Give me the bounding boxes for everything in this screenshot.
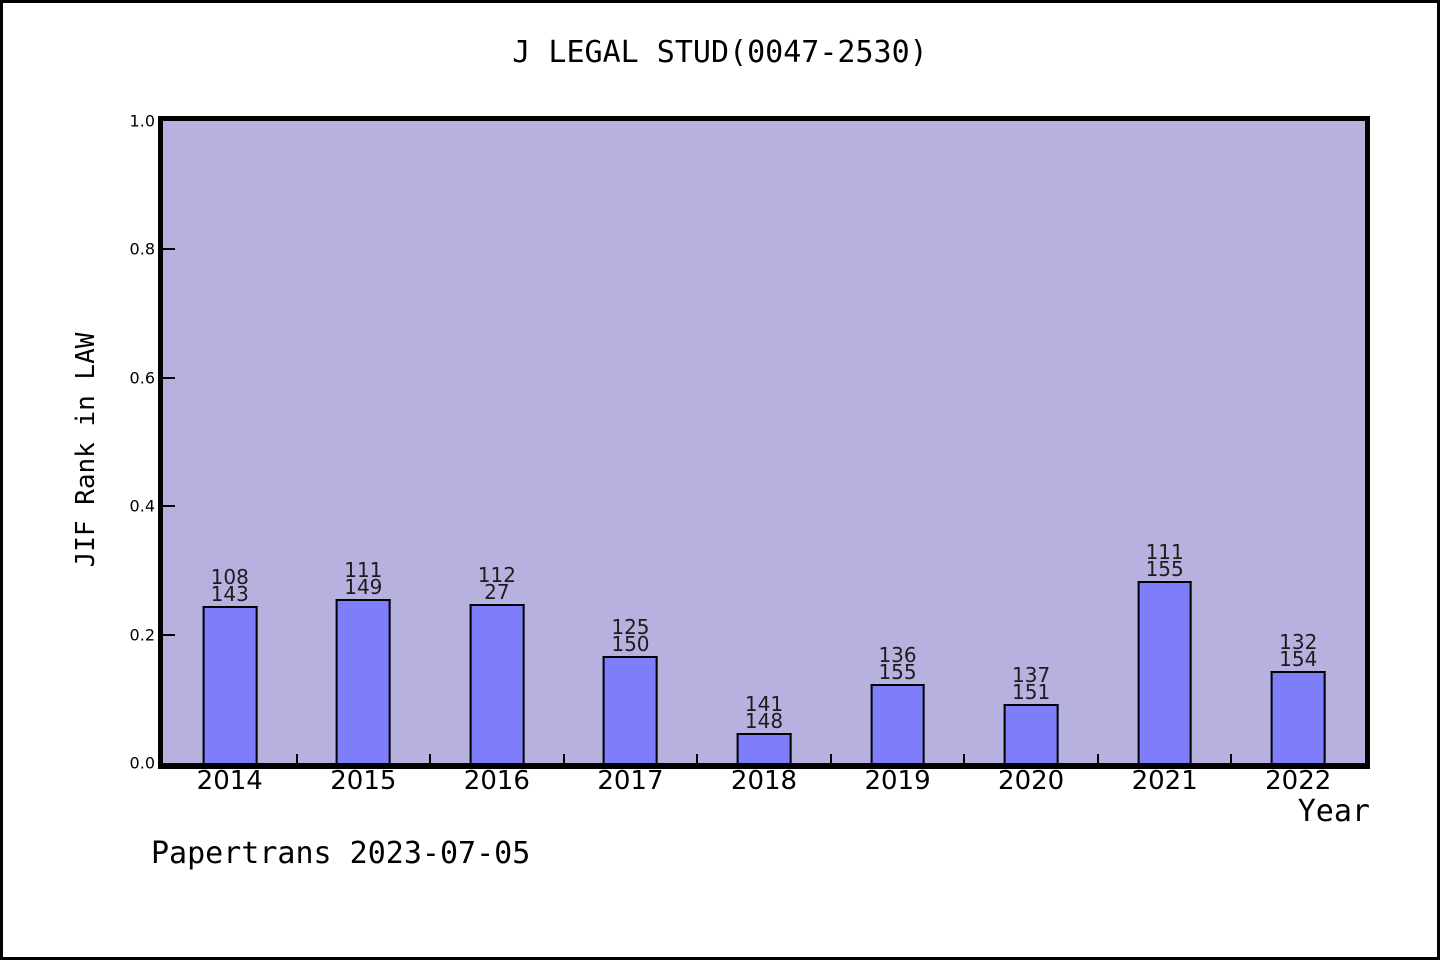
bar xyxy=(335,599,391,763)
bar-value-line: 151 xyxy=(1012,679,1051,704)
x-tick-label: 2016 xyxy=(463,766,530,796)
x-tick-label: 2018 xyxy=(730,766,798,796)
bar-value-label: 111 149 xyxy=(344,558,383,600)
bar-value-line: 150 xyxy=(611,631,650,656)
x-tick-mark xyxy=(963,754,966,763)
bar-value-line: 112 xyxy=(477,562,516,587)
plot-area: 108 143 111 149 112 27 125 150 141 148 136 155 137 15… xyxy=(158,116,1370,769)
bar-value-line: 136 xyxy=(878,643,917,668)
bar-value-line: 155 xyxy=(878,660,917,685)
bar-value-label: 111 155 xyxy=(1145,539,1184,581)
y-tick-label: 0.0 xyxy=(129,753,155,773)
bar-value-line: 154 xyxy=(1279,647,1318,672)
bar xyxy=(202,605,258,763)
y-tick-label: 0.8 xyxy=(129,239,155,259)
x-tick-mark xyxy=(829,754,832,763)
chart-title: J LEGAL STUD(0047-2530) xyxy=(512,35,928,70)
bar-value-line: 108 xyxy=(210,564,249,589)
x-tick-label: 2019 xyxy=(864,766,931,796)
x-tick-label: 2014 xyxy=(196,766,263,796)
x-tick-mark xyxy=(295,754,298,763)
x-tick-mark xyxy=(1230,754,1233,763)
x-tick-label: 2020 xyxy=(998,766,1065,796)
bar-value-line: 125 xyxy=(611,614,650,639)
bar-value-label: 136 155 xyxy=(878,643,917,685)
bar-value-line: 155 xyxy=(1145,556,1184,581)
bar-value-line: 143 xyxy=(210,581,249,606)
bar-value-line: 111 xyxy=(344,558,383,583)
bar xyxy=(1003,703,1059,763)
bar-value-label: 108 143 xyxy=(210,564,249,606)
x-tick-label: 2015 xyxy=(330,766,397,796)
x-tick-mark xyxy=(1096,754,1099,763)
bar-value-line: 27 xyxy=(484,579,510,604)
watermark-text: Papertrans 2023-07-05 xyxy=(151,836,531,871)
y-tick-label: 1.0 xyxy=(129,111,155,131)
bar-value-line: 148 xyxy=(744,708,784,733)
y-tick-mark xyxy=(163,505,175,508)
bar-value-label: 112 27 xyxy=(477,562,516,604)
bar-value-line: 137 xyxy=(1012,662,1051,687)
y-tick-label: 0.2 xyxy=(129,625,155,645)
y-tick-mark xyxy=(163,376,175,379)
x-tick-label: 2022 xyxy=(1265,766,1332,796)
bar xyxy=(469,603,525,763)
x-tick-mark xyxy=(696,754,699,763)
bar-value-line: 132 xyxy=(1279,630,1318,655)
y-tick-mark xyxy=(163,633,175,636)
y-tick-label: 0.6 xyxy=(129,368,155,388)
x-tick-mark xyxy=(429,754,432,763)
bar xyxy=(736,732,792,763)
x-tick-mark xyxy=(562,754,565,763)
bar xyxy=(870,684,925,763)
bar-value-line: 111 xyxy=(1145,539,1184,564)
x-tick-label: 2021 xyxy=(1131,766,1198,796)
bar-value-label: 125 150 xyxy=(611,614,650,656)
bar-value-label: 141 148 xyxy=(744,691,784,733)
y-tick-mark xyxy=(163,248,175,251)
bar xyxy=(1270,671,1326,763)
bar-value-label: 137 151 xyxy=(1012,662,1051,704)
x-tick-label: 2017 xyxy=(597,766,664,796)
x-axis-title: Year xyxy=(1297,794,1370,829)
y-tick-label: 0.4 xyxy=(129,496,155,516)
bar xyxy=(603,655,658,763)
bar xyxy=(1137,580,1193,763)
bar-value-line: 149 xyxy=(344,575,383,600)
bar-value-line: 141 xyxy=(744,691,784,716)
bar-value-label: 132 154 xyxy=(1279,630,1318,672)
